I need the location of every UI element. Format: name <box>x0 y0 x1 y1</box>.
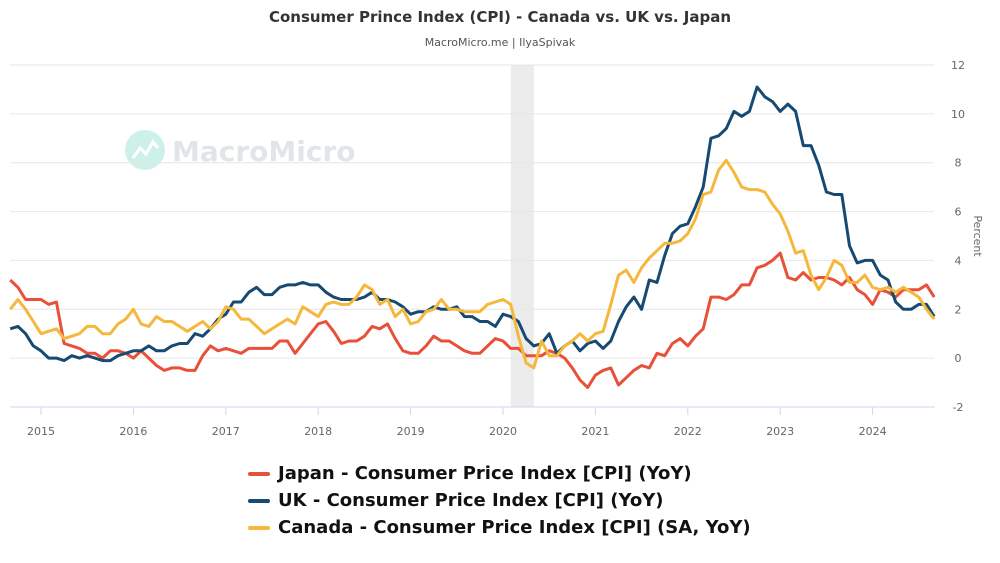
y-tick-label: -2 <box>953 401 964 414</box>
x-tick-label: 2023 <box>766 425 794 438</box>
y-tick-label: 10 <box>951 108 965 121</box>
legend-item[interactable]: Canada - Consumer Price Index [CPI] (SA,… <box>248 514 751 541</box>
y-tick-label: 6 <box>955 206 962 219</box>
legend-label: UK - Consumer Price Index [CPI] (YoY) <box>278 490 664 511</box>
x-tick-label: 2015 <box>27 425 55 438</box>
legend-item[interactable]: UK - Consumer Price Index [CPI] (YoY) <box>248 487 751 514</box>
legend-label: Canada - Consumer Price Index [CPI] (SA,… <box>278 517 751 538</box>
x-tick-label: 2020 <box>489 425 517 438</box>
series-line-canada <box>9 158 936 370</box>
chart-subtitle: MacroMicro.me | IlyaSpivak <box>424 36 576 49</box>
x-tick-label: 2022 <box>674 425 702 438</box>
chart-title: Consumer Prince Index (CPI) - Canada vs.… <box>268 8 732 26</box>
series-line-uk <box>9 85 936 363</box>
y-tick-label: 2 <box>955 303 962 316</box>
macromicro-watermark-logo: MacroMicro <box>125 130 356 170</box>
y-tick-label: 0 <box>955 352 962 365</box>
legend-label: Japan - Consumer Price Index [CPI] (YoY) <box>278 463 692 484</box>
y-tick-label: 8 <box>955 157 962 170</box>
x-tick-label: 2024 <box>859 425 887 438</box>
legend-swatch <box>248 498 270 503</box>
y-tick-label: 12 <box>951 59 965 72</box>
x-tick-label: 2016 <box>119 425 147 438</box>
legend-item[interactable]: Japan - Consumer Price Index [CPI] (YoY) <box>248 460 751 487</box>
legend: Japan - Consumer Price Index [CPI] (YoY)… <box>248 460 751 541</box>
x-tick-label: 2021 <box>581 425 609 438</box>
x-tick-label: 2019 <box>397 425 425 438</box>
series-line-japan <box>9 251 936 389</box>
x-tick-label: 2018 <box>304 425 332 438</box>
legend-swatch <box>248 471 270 476</box>
x-tick-label: 2017 <box>212 425 240 438</box>
y-tick-label: 4 <box>955 254 962 267</box>
y-axis-label: Percent <box>971 215 984 257</box>
legend-swatch <box>248 525 270 530</box>
